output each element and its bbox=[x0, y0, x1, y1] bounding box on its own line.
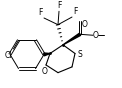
Text: F: F bbox=[39, 8, 43, 17]
Text: S: S bbox=[77, 50, 82, 59]
Text: F: F bbox=[73, 7, 77, 16]
Polygon shape bbox=[63, 33, 81, 45]
Text: F: F bbox=[57, 1, 61, 10]
Text: O: O bbox=[93, 31, 99, 40]
Polygon shape bbox=[44, 53, 50, 56]
Text: O: O bbox=[82, 20, 88, 29]
Text: O: O bbox=[42, 67, 48, 76]
Text: Cl: Cl bbox=[5, 51, 12, 60]
